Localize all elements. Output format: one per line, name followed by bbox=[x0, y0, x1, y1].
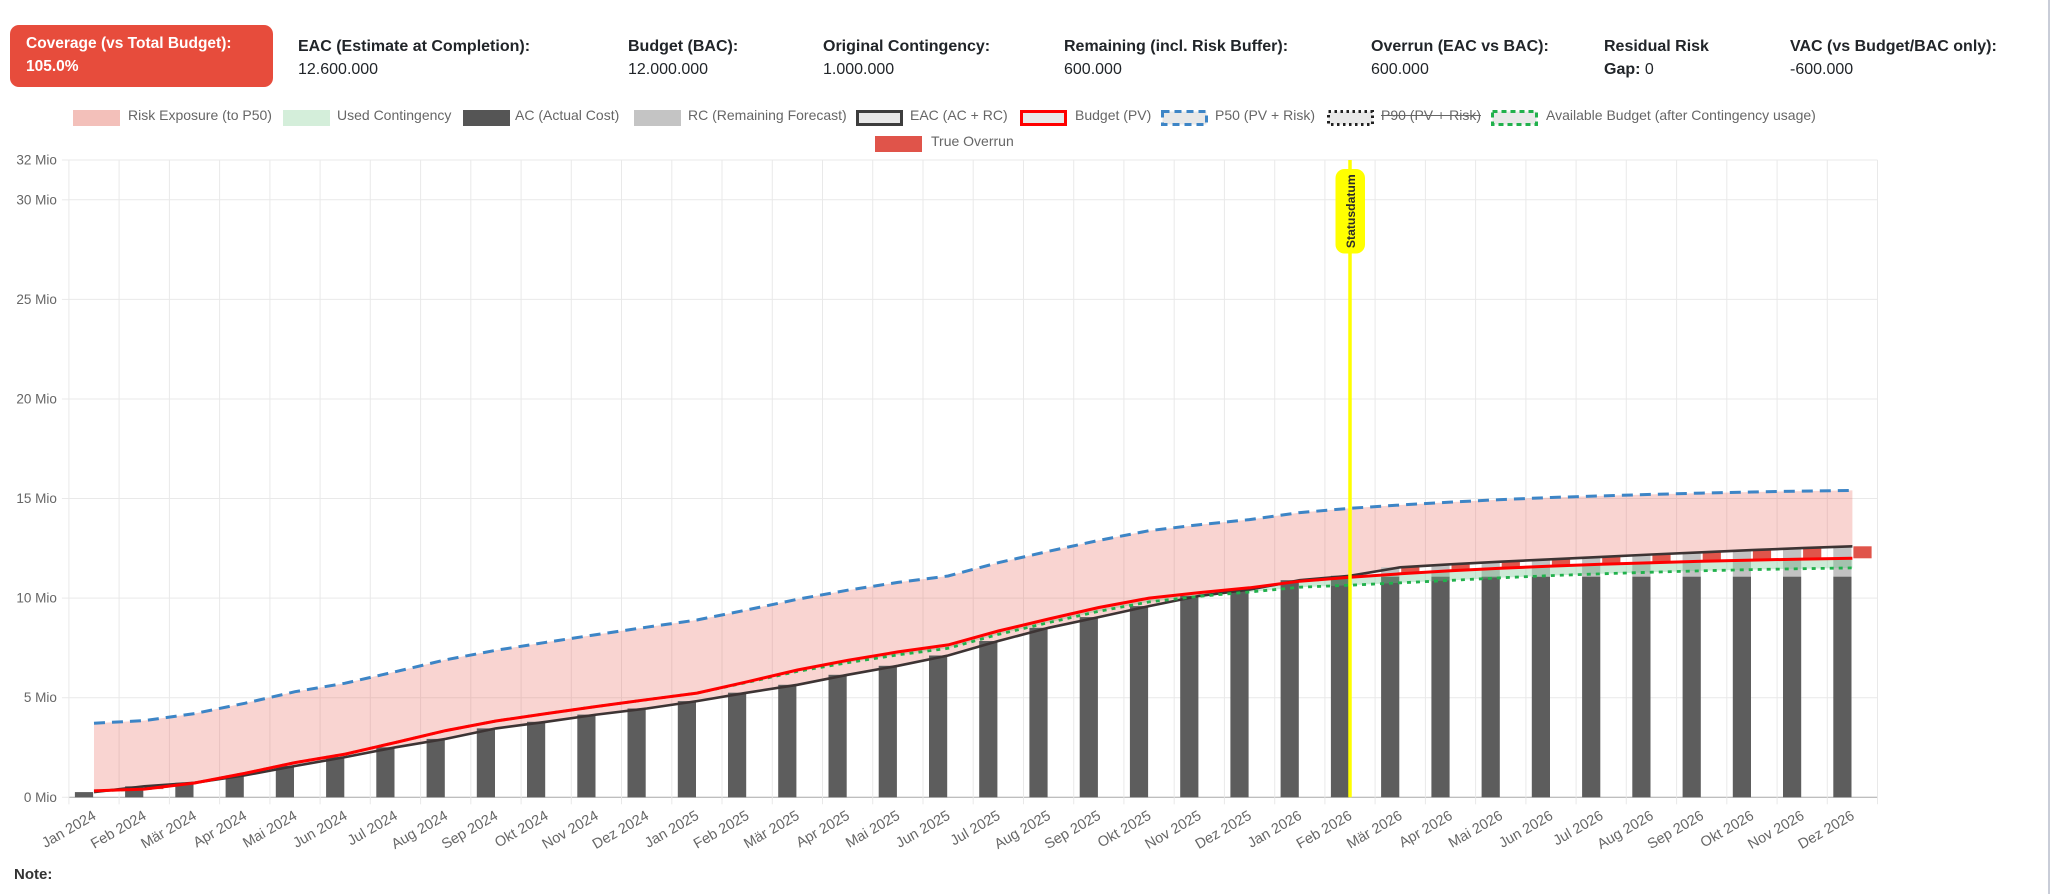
svg-text:0 Mio: 0 Mio bbox=[24, 790, 57, 805]
svg-text:Mai 2024: Mai 2024 bbox=[240, 808, 300, 852]
svg-text:Dez 2024: Dez 2024 bbox=[590, 808, 652, 853]
svg-text:Apr 2025: Apr 2025 bbox=[794, 808, 853, 851]
svg-text:Jan 2026: Jan 2026 bbox=[1245, 808, 1305, 852]
svg-text:Jun 2026: Jun 2026 bbox=[1496, 808, 1556, 852]
svg-text:Aug 2026: Aug 2026 bbox=[1595, 808, 1657, 853]
svg-text:Mär 2026: Mär 2026 bbox=[1344, 808, 1405, 852]
svg-text:32 Mio: 32 Mio bbox=[16, 153, 57, 168]
svg-text:Dez 2026: Dez 2026 bbox=[1796, 808, 1858, 853]
svg-text:Apr 2024: Apr 2024 bbox=[191, 808, 250, 851]
svg-text:Feb 2025: Feb 2025 bbox=[691, 808, 752, 852]
svg-text:Apr 2026: Apr 2026 bbox=[1397, 808, 1456, 851]
svg-text:Dez 2025: Dez 2025 bbox=[1193, 808, 1255, 853]
svg-text:Aug 2024: Aug 2024 bbox=[389, 808, 451, 853]
svg-text:Jan 2024: Jan 2024 bbox=[39, 808, 99, 852]
svg-text:Nov 2025: Nov 2025 bbox=[1143, 808, 1205, 853]
svg-text:Jan 2025: Jan 2025 bbox=[642, 808, 702, 852]
svg-text:Jun 2024: Jun 2024 bbox=[291, 808, 351, 852]
svg-text:Statusdatum: Statusdatum bbox=[1344, 174, 1358, 248]
svg-text:Nov 2026: Nov 2026 bbox=[1745, 808, 1807, 853]
svg-text:Mai 2026: Mai 2026 bbox=[1446, 808, 1506, 852]
svg-text:Sep 2026: Sep 2026 bbox=[1645, 808, 1707, 853]
svg-text:Sep 2024: Sep 2024 bbox=[439, 808, 501, 853]
svg-text:Feb 2024: Feb 2024 bbox=[88, 808, 149, 852]
svg-text:Jun 2025: Jun 2025 bbox=[893, 808, 953, 852]
svg-text:20 Mio: 20 Mio bbox=[16, 392, 57, 407]
svg-text:Nov 2024: Nov 2024 bbox=[540, 808, 602, 853]
svg-text:Aug 2025: Aug 2025 bbox=[992, 808, 1054, 853]
svg-text:Mär 2024: Mär 2024 bbox=[138, 808, 199, 852]
svg-text:30 Mio: 30 Mio bbox=[16, 192, 57, 207]
svg-text:Feb 2026: Feb 2026 bbox=[1294, 808, 1355, 852]
svg-text:Mär 2025: Mär 2025 bbox=[741, 808, 802, 852]
svg-text:10 Mio: 10 Mio bbox=[16, 591, 57, 606]
svg-text:15 Mio: 15 Mio bbox=[16, 491, 57, 506]
svg-text:5 Mio: 5 Mio bbox=[24, 690, 57, 705]
svg-text:Mai 2025: Mai 2025 bbox=[843, 808, 903, 852]
svg-text:Sep 2025: Sep 2025 bbox=[1042, 808, 1104, 853]
svg-text:25 Mio: 25 Mio bbox=[16, 292, 57, 307]
